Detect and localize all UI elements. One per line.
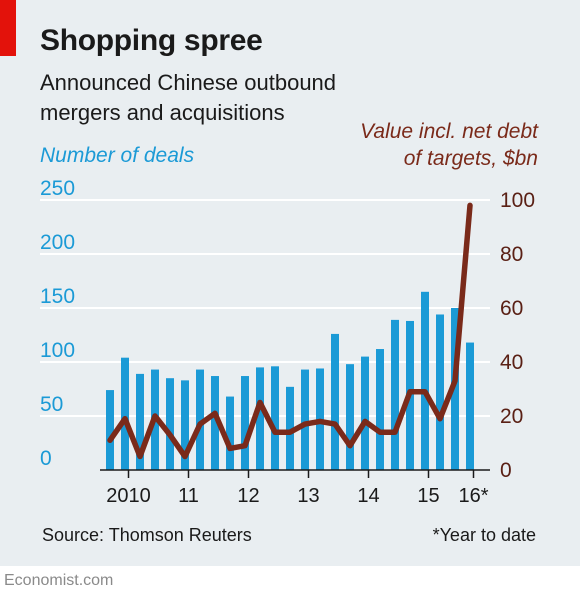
- bar-17: [361, 356, 369, 470]
- bar-6: [196, 369, 204, 470]
- x-tick-label-3: 13: [297, 485, 319, 507]
- bar-16: [346, 364, 354, 470]
- right-axis-title: Value incl. net debt of targets, $bn: [360, 118, 538, 172]
- right-tick-label-1: 20: [500, 405, 523, 428]
- left-tick-label-0: 0: [40, 447, 52, 470]
- bar-10: [256, 367, 264, 470]
- bar-5: [181, 380, 189, 470]
- x-tick-label-2: 12: [237, 485, 259, 507]
- bar-0: [106, 390, 114, 470]
- bar-23: [451, 308, 459, 470]
- bar-21: [421, 291, 429, 470]
- chart-svg: 0 50 100 150 200 250 0 20 40 60 80 100 2010 11 12 13 14 1…: [40, 177, 535, 507]
- left-tick-label-5: 250: [40, 177, 75, 200]
- right-tick-label-4: 80: [500, 243, 523, 266]
- bar-9: [241, 376, 249, 470]
- bar-1: [121, 357, 129, 470]
- right-tick-label-3: 60: [500, 297, 523, 320]
- red-accent-tag: [0, 0, 16, 56]
- x-tick-label-5: 15: [417, 485, 439, 507]
- bar-13: [301, 369, 309, 470]
- bar-4: [166, 378, 174, 470]
- right-axis-title-line-2: of targets, $bn: [403, 147, 538, 170]
- x-tick-label-6: 16*: [458, 485, 488, 507]
- bar-8: [226, 396, 234, 470]
- bar-11: [271, 366, 279, 470]
- bar-15: [331, 333, 339, 470]
- bar-22: [436, 314, 444, 470]
- chart-title: Shopping spree: [40, 24, 263, 57]
- right-axis-title-line-1: Value incl. net debt: [360, 120, 538, 143]
- left-tick-label-2: 100: [40, 339, 75, 362]
- left-tick-label-3: 150: [40, 285, 75, 308]
- left-tick-label-4: 200: [40, 231, 75, 254]
- x-tick-label-4: 14: [357, 485, 379, 507]
- left-axis-title: Number of deals: [40, 144, 195, 167]
- bar-19: [391, 319, 399, 470]
- brand-credit: Economist.com: [4, 572, 114, 589]
- right-tick-label-0: 0: [500, 459, 512, 482]
- bar-12: [286, 386, 294, 470]
- chart-panel: Shopping spree Announced Chinese outboun…: [0, 0, 580, 566]
- bar-24: [466, 342, 474, 470]
- value-line: [107, 202, 473, 460]
- bar-18: [376, 349, 384, 470]
- right-tick-label-2: 40: [500, 351, 523, 374]
- x-tick-label-1: 11: [178, 485, 199, 507]
- footnote: *Year to date: [432, 525, 536, 545]
- source-note: Source: Thomson Reuters: [42, 525, 252, 545]
- chart-subtitle: Announced Chinese outbound mergers and a…: [40, 70, 337, 125]
- left-tick-label-1: 50: [40, 393, 63, 416]
- bar-2: [136, 373, 144, 470]
- x-tick-label-0: 2010: [106, 485, 151, 507]
- bar-7: [211, 376, 219, 470]
- right-tick-label-5: 100: [500, 189, 535, 212]
